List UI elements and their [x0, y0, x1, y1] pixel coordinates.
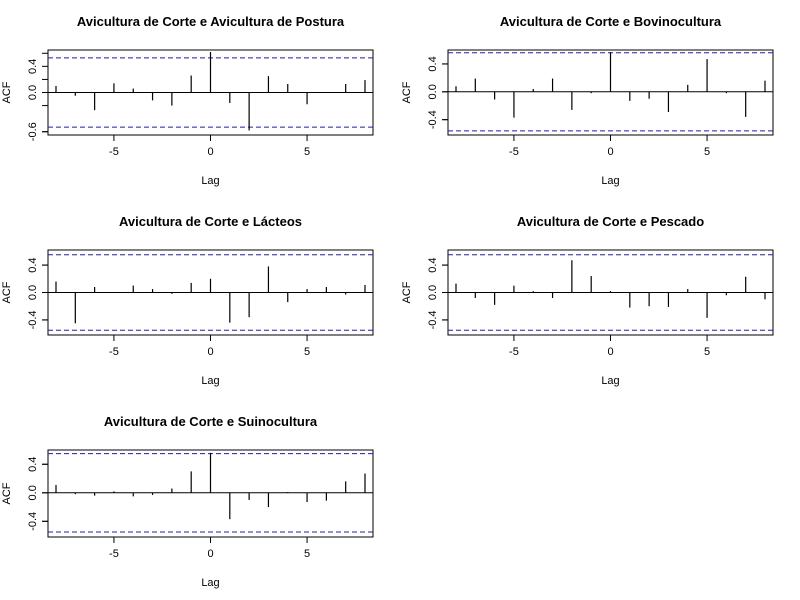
y-axis-label: ACF [1, 81, 13, 103]
acf-panel-5: Avicultura de Corte e Suinocultura -5 0 5 -0… [1, 414, 374, 589]
y-tick-label: 0.0 [27, 85, 39, 100]
x-tick-label: 0 [607, 146, 613, 158]
x-axis-label: Lag [201, 577, 219, 589]
x-tick-label: 5 [304, 548, 310, 560]
x-tick-label: -5 [509, 146, 519, 158]
y-axis-label: ACF [401, 281, 413, 303]
x-tick-label: 5 [704, 146, 710, 158]
y-axis-label: ACF [401, 81, 413, 103]
x-tick-label: 0 [207, 146, 213, 158]
x-tick-label: 5 [304, 146, 310, 158]
y-tick-label: 0.4 [27, 59, 39, 74]
y-axis-label: ACF [1, 281, 13, 303]
y-tick-label: 0.0 [27, 485, 39, 500]
y-tick-label: -0.4 [427, 110, 439, 129]
x-tick-label: -5 [109, 548, 119, 560]
panel-title: Avicultura de Corte e Lácteos [119, 214, 302, 229]
x-tick-label: -5 [109, 146, 119, 158]
x-tick-label: 0 [607, 346, 613, 358]
y-tick-label: -0.6 [27, 122, 39, 141]
y-axis-label: ACF [1, 482, 13, 504]
x-axis-label: Lag [201, 175, 219, 187]
x-tick-label: 0 [207, 346, 213, 358]
x-tick-label: 5 [704, 346, 710, 358]
y-tick-label: 0.4 [27, 257, 39, 272]
acf-panel-1: Avicultura de Corte e Avicultura de Post… [1, 14, 374, 187]
x-axis-label: Lag [601, 175, 619, 187]
y-tick-label: 0.4 [427, 56, 439, 71]
y-tick-label: -0.4 [27, 310, 39, 329]
acf-panel-2: Avicultura de Corte e Bovinocultura -5 0 5 -… [401, 14, 774, 187]
x-tick-label: -5 [509, 346, 519, 358]
y-tick-label: -0.4 [27, 512, 39, 531]
y-tick-label: 0.0 [427, 84, 439, 99]
panel-title: Avicultura de Corte e Pescado [517, 214, 704, 229]
x-tick-label: -5 [109, 346, 119, 358]
acf-panel-4: Avicultura de Corte e Pescado -5 0 5 -0.4 0.0… [401, 214, 774, 387]
y-tick-label: 0.0 [27, 285, 39, 300]
panel-title: Avicultura de Corte e Suinocultura [104, 414, 318, 429]
y-tick-label: 0.4 [27, 457, 39, 472]
y-tick-label: -0.4 [427, 310, 439, 329]
x-axis-label: Lag [201, 375, 219, 387]
y-tick-label: 0.0 [427, 285, 439, 300]
x-tick-label: 0 [207, 548, 213, 560]
y-tick-label: 0.4 [427, 257, 439, 272]
x-tick-label: 5 [304, 346, 310, 358]
acf-panel-3: Avicultura de Corte e Lácteos -5 0 5 -0.4 0.0… [1, 214, 374, 387]
panel-title: Avicultura de Corte e Bovinocultura [500, 14, 722, 29]
panel-title: Avicultura de Corte e Avicultura de Post… [77, 14, 345, 29]
x-axis-label: Lag [601, 375, 619, 387]
